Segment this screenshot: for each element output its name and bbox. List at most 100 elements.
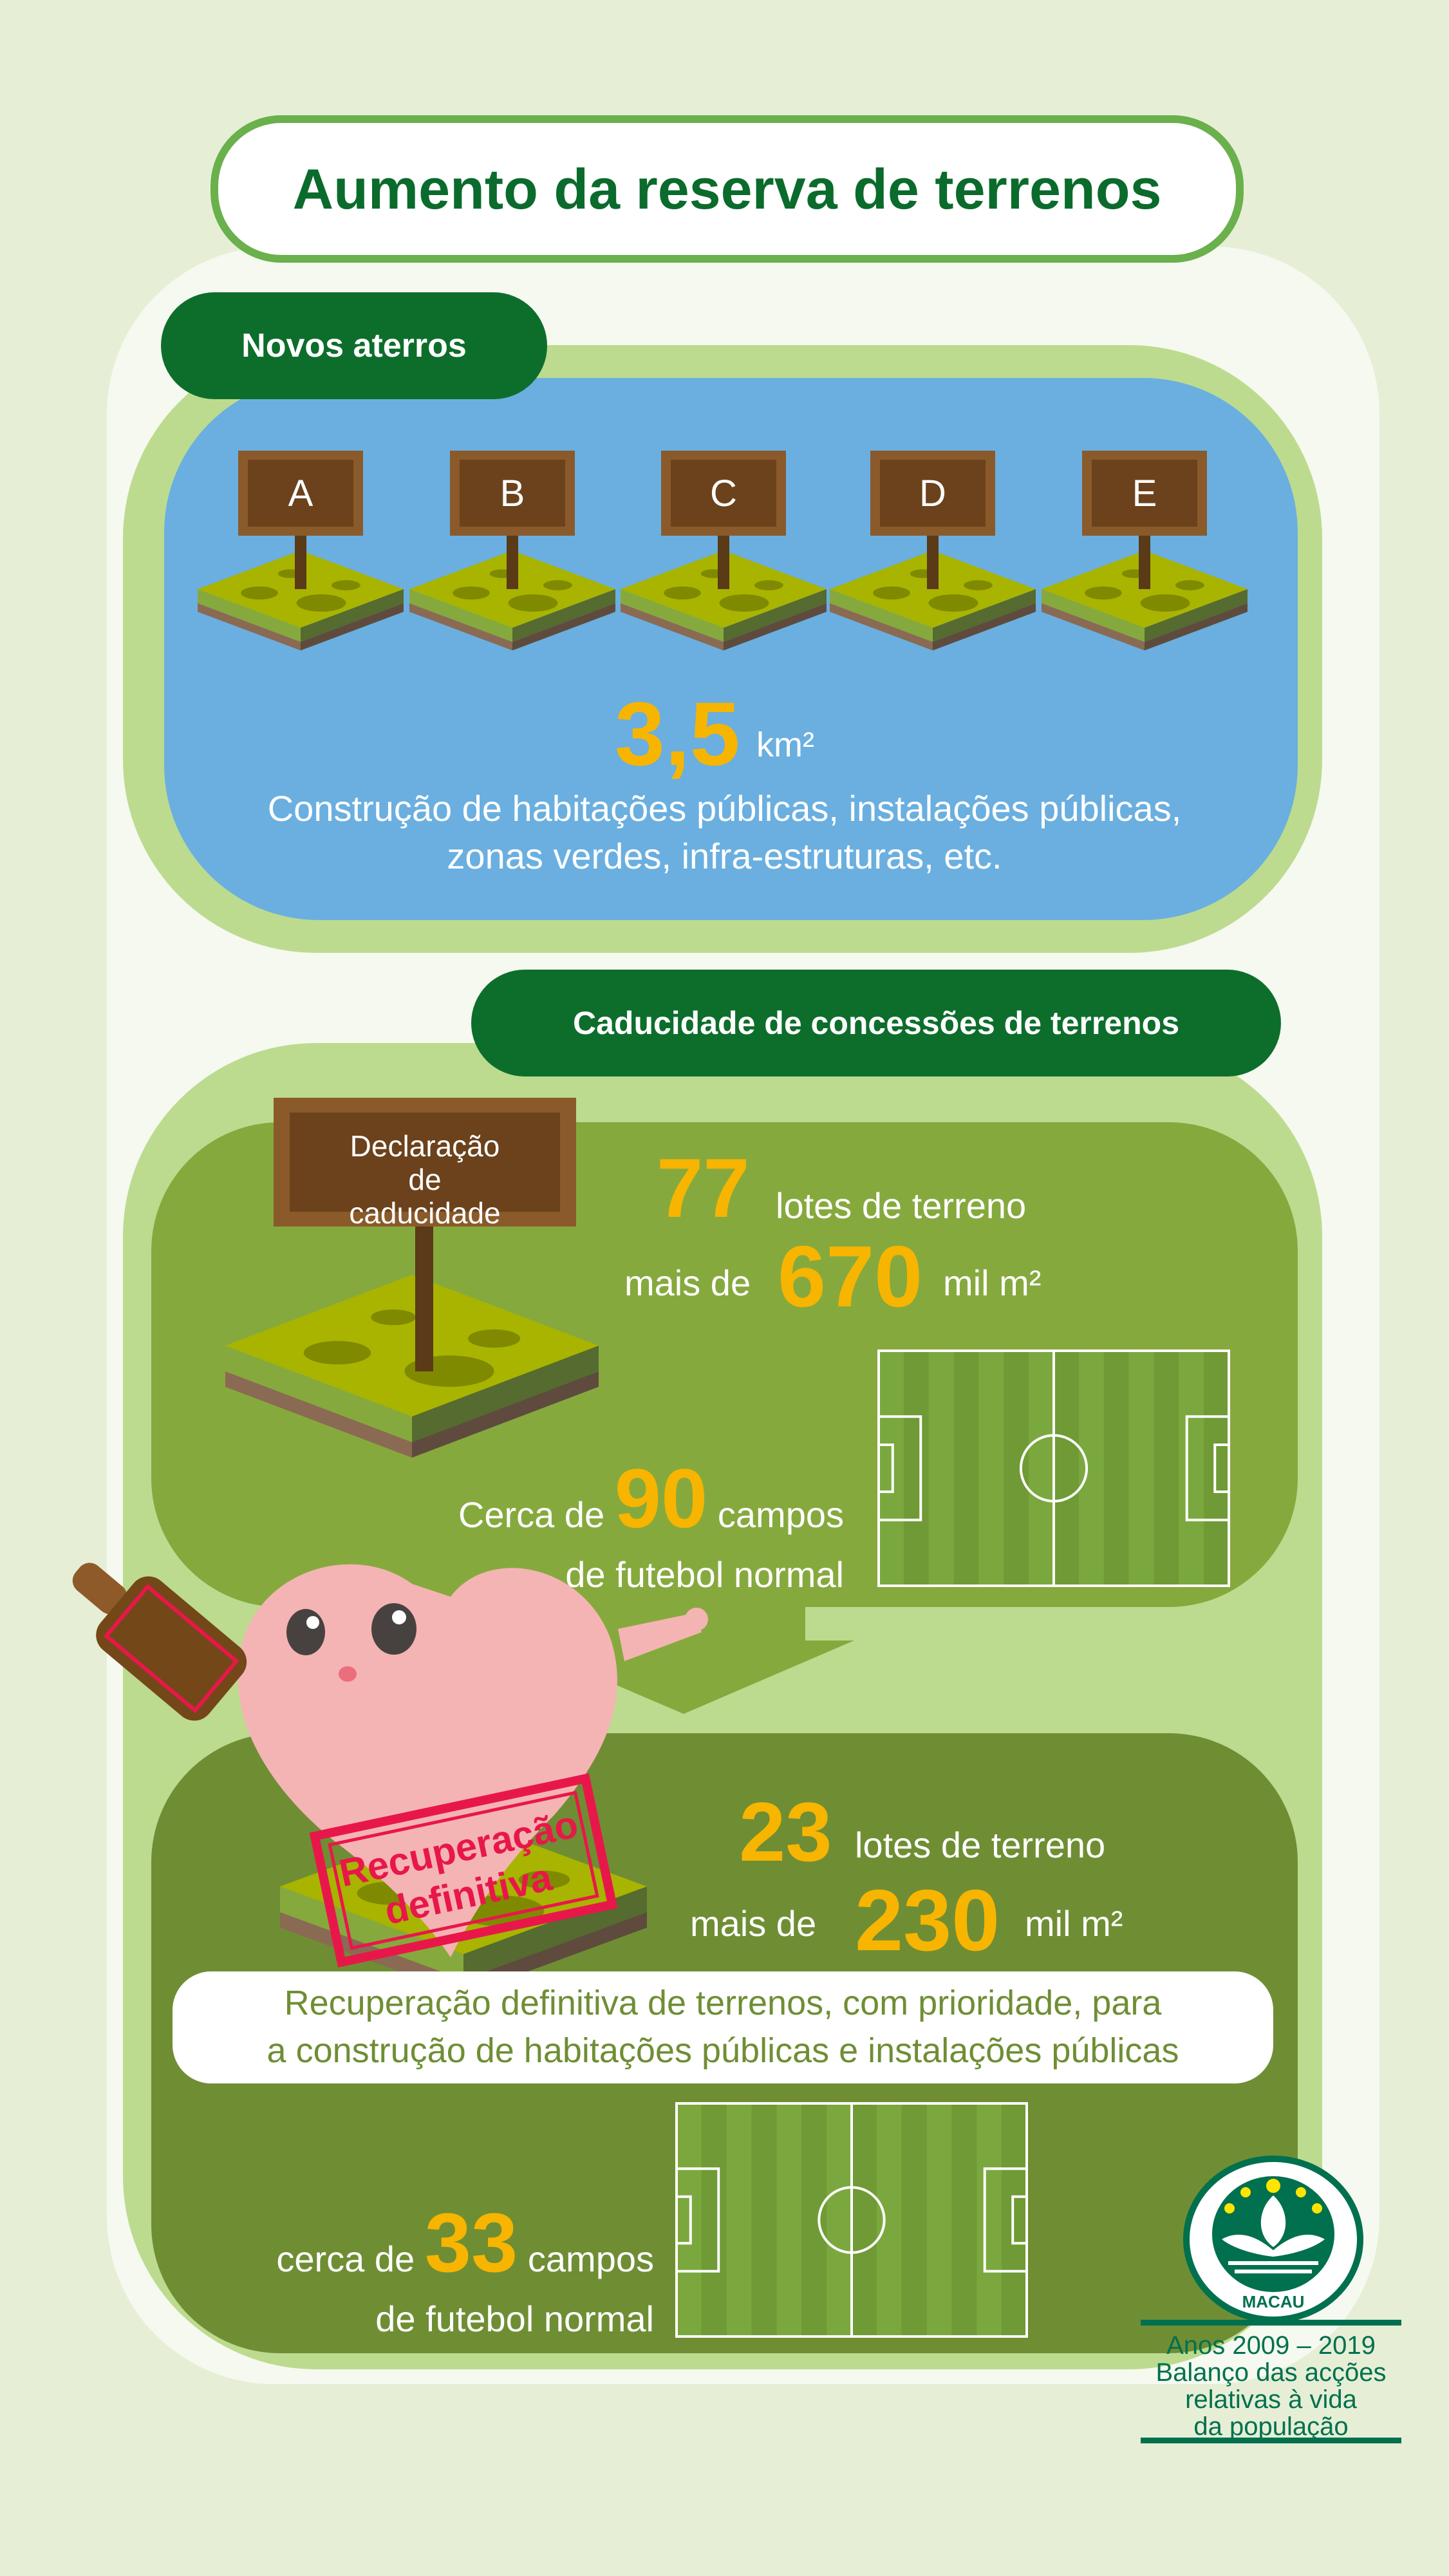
field-stripe — [903, 1351, 929, 1586]
field-stripe — [726, 2103, 752, 2336]
footer-rule-top — [1141, 2320, 1401, 2326]
footer-line3: relativas à vida — [1185, 2385, 1357, 2414]
section2-area-prefix: mais de — [624, 1263, 751, 1303]
field-stripe — [677, 2103, 702, 2336]
section1-description-line2: zonas verdes, infra-estruturas, etc. — [447, 836, 1002, 876]
sign-post — [718, 528, 729, 589]
field-stripe — [953, 1351, 979, 1586]
section3-lots-value: 23 — [739, 1785, 832, 1879]
section1-area-value: 3,5 — [615, 683, 740, 784]
fields-value: 33 — [424, 2195, 518, 2289]
field-stripe — [1154, 1351, 1179, 1586]
fields-suffix: campos — [717, 1494, 844, 1535]
section3-area-unit: mil m² — [1025, 1903, 1123, 1944]
emblem-stars — [1224, 2179, 1322, 2214]
field-stripe — [1204, 1351, 1229, 1586]
field-stripe — [1054, 1351, 1079, 1586]
footer-rule-bottom — [1141, 2438, 1401, 2443]
footer-line4: da população — [1193, 2412, 1349, 2441]
field-stripe — [701, 2103, 727, 2336]
declaration-sign — [274, 1098, 576, 1371]
field-stripe — [1103, 1351, 1129, 1586]
fields-prefix: cerca de — [276, 2239, 415, 2279]
football-field — [675, 2102, 1028, 2338]
page-title: Aumento da reserva de terrenos — [292, 156, 1162, 221]
sign-board-inner — [880, 460, 986, 527]
field-stripe — [876, 2103, 902, 2336]
fields-value: 90 — [614, 1451, 708, 1545]
sign-d: D — [919, 473, 946, 514]
section2-area-value: 670 — [778, 1228, 923, 1325]
emblem-macau-text: MACAU — [1242, 2292, 1305, 2311]
field-stripe — [1078, 1351, 1104, 1586]
field-stripe — [928, 1351, 954, 1586]
field-stripe — [1179, 1351, 1204, 1586]
section2-lots-label: lotes de terreno — [776, 1185, 1027, 1226]
fields-suffix: campos — [527, 2239, 654, 2279]
sign-text-line3: caducidade — [349, 1196, 501, 1230]
section3-area-prefix: mais de — [690, 1903, 817, 1944]
field-stripe — [901, 2103, 927, 2336]
sign-board-inner — [460, 460, 565, 527]
section2-lots-value: 77 — [657, 1141, 750, 1235]
footer-caption: Anos 2009 – 2019 Balanço das acções rela… — [1141, 2332, 1401, 2440]
field-stripe — [751, 2103, 777, 2336]
field-stripe — [1128, 1351, 1154, 1586]
sign-board-inner — [1092, 460, 1197, 527]
fields-prefix: Cerca de — [458, 1494, 605, 1535]
section3-fields-line1: cerca de 33 campos — [276, 2201, 654, 2284]
heart-character — [72, 1563, 708, 1957]
mouth — [339, 1666, 357, 1682]
sign-e: E — [1132, 473, 1157, 514]
field-stripe — [776, 2103, 802, 2336]
sign-post — [295, 528, 306, 589]
priority-note: Recuperação definitiva de terrenos, com … — [173, 1971, 1273, 2083]
sign-post — [507, 528, 518, 589]
sign-a: A — [288, 473, 313, 514]
field-stripe — [951, 2103, 977, 2336]
sign-text-line2: de — [408, 1163, 442, 1196]
field-stripe — [1002, 2103, 1027, 2336]
declaration-land-tile — [225, 1275, 599, 1458]
footer-line1: Anos 2009 – 2019 — [1166, 2331, 1376, 2360]
recovery-stamp — [309, 1773, 618, 1968]
title-pill: Aumento da reserva de terrenos — [210, 115, 1244, 263]
section1-area-unit: km² — [756, 726, 814, 764]
field-stripe — [801, 2103, 827, 2336]
section1-label-pill: Novos aterros — [161, 292, 547, 399]
sign-text-line1: Declaração — [350, 1129, 500, 1163]
right-eye — [371, 1603, 416, 1655]
field-stripe — [827, 2103, 852, 2336]
field-stripe — [978, 1351, 1004, 1586]
sign-post — [927, 528, 939, 589]
section2-fields-line1: Cerca de 90 campos — [458, 1456, 844, 1540]
field-stripe — [926, 2103, 952, 2336]
note-line2: a construção de habitações públicas e in… — [266, 2031, 1179, 2070]
sign-board-inner — [671, 460, 776, 527]
section3-fields-line2: de futebol normal — [375, 2299, 654, 2339]
section3-area-value: 230 — [855, 1872, 1000, 1969]
footer-line2: Balanço das acções — [1155, 2358, 1387, 2387]
note-line1: Recuperação definitiva de terrenos, com … — [284, 1984, 1162, 2022]
section2-fields-line2: de futebol normal — [565, 1554, 844, 1595]
sign-board-inner — [248, 460, 353, 527]
section2-label-pill: Caducidade de concessões de terrenos — [471, 970, 1281, 1076]
section1-description-line1: Construção de habitações públicas, insta… — [267, 788, 1182, 829]
section2-label: Caducidade de concessões de terrenos — [572, 1005, 1180, 1041]
stamp-tool-icon — [72, 1563, 247, 1721]
macau-emblem — [1183, 2156, 1363, 2323]
field-stripe — [1029, 1351, 1054, 1586]
sign-post — [1139, 528, 1150, 589]
section1-label: Novos aterros — [241, 327, 467, 364]
field-stripe — [852, 2103, 877, 2336]
left-eye — [286, 1609, 325, 1655]
football-field — [877, 1349, 1230, 1587]
field-stripe — [977, 2103, 1002, 2336]
sign-b: B — [500, 473, 525, 514]
section1-panel — [164, 378, 1298, 920]
field-stripe — [879, 1351, 904, 1586]
section2-area-unit: mil m² — [943, 1263, 1042, 1303]
sign-c: C — [710, 473, 737, 514]
section3-lots-label: lotes de terreno — [855, 1825, 1106, 1865]
field-stripe — [1004, 1351, 1029, 1586]
